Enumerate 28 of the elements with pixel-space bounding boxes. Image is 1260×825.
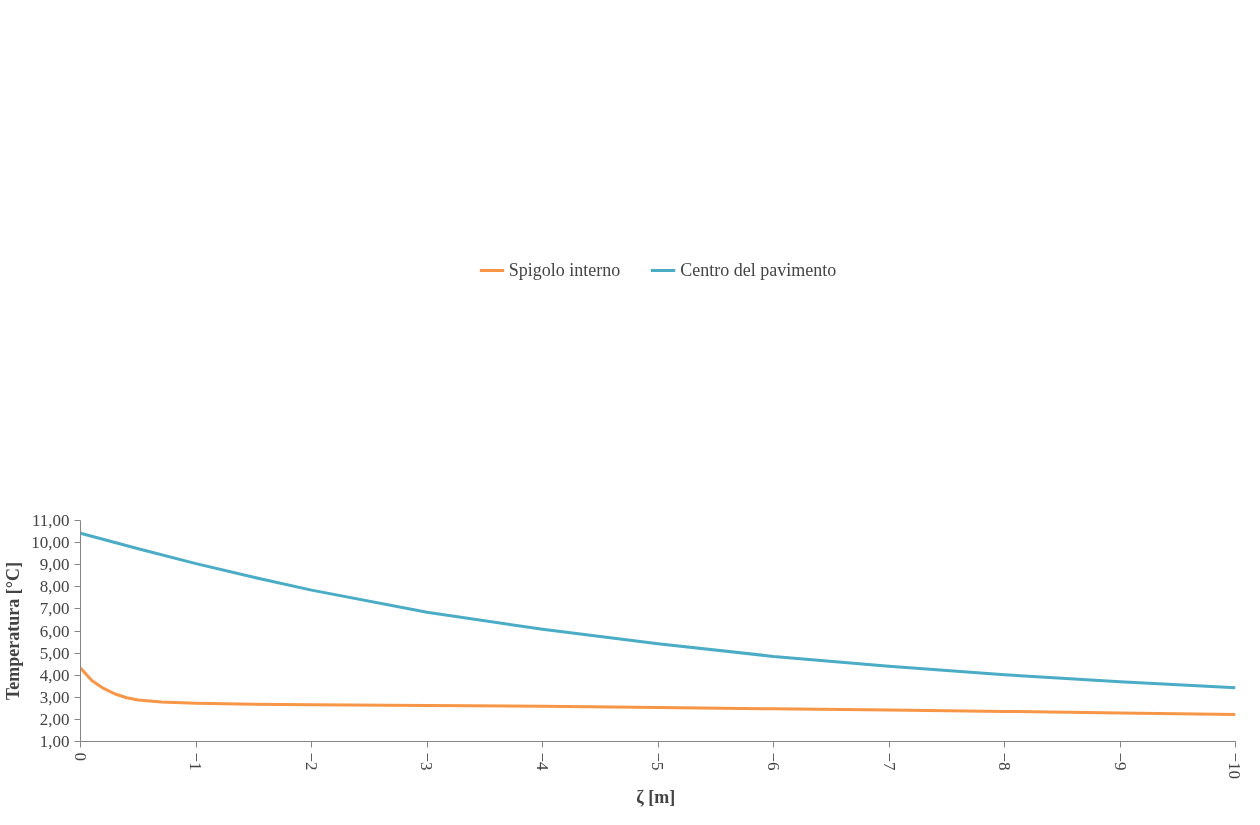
x-tick-label: −10 <box>1225 752 1245 780</box>
legend-label: Spigolo interno <box>508 259 621 281</box>
x-tick-label: −3 <box>417 752 437 771</box>
x-tick-label: −7 <box>879 752 899 772</box>
line-series <box>80 531 1236 690</box>
y-axis-title: Temperatura [°C] <box>3 561 24 700</box>
x-tick-label: −5 <box>648 752 668 771</box>
x-tick-label: −8 <box>995 752 1014 771</box>
y-tick-label: 6,00 <box>39 621 70 641</box>
x-tick-label: 0 <box>71 752 90 761</box>
x-tick-label: −9 <box>1110 752 1130 771</box>
line-series <box>80 666 1236 717</box>
y-tick-label: 5,00 <box>39 643 70 663</box>
y-tick-label: 1,00 <box>39 732 70 751</box>
y-tick-label: 4,00 <box>39 665 70 685</box>
y-tick-label: 2,00 <box>39 709 70 729</box>
y-tick-label: 3,00 <box>39 687 70 707</box>
y-tick-label: 7,00 <box>39 599 70 619</box>
legend-label: Centro del pavimento <box>680 259 837 281</box>
y-tick-label: 9,00 <box>39 555 70 575</box>
x-tick-label: −6 <box>764 752 783 771</box>
x-tick-label: −4 <box>533 752 552 772</box>
y-tick-label: 11,00 <box>31 511 70 530</box>
y-tick-label: 10,00 <box>31 533 70 553</box>
x-axis-title: ζ [m] <box>636 787 676 808</box>
y-tick-label: 8,00 <box>39 577 70 597</box>
x-tick-label: −1 <box>186 752 206 771</box>
x-tick-label: −2 <box>302 752 321 771</box>
